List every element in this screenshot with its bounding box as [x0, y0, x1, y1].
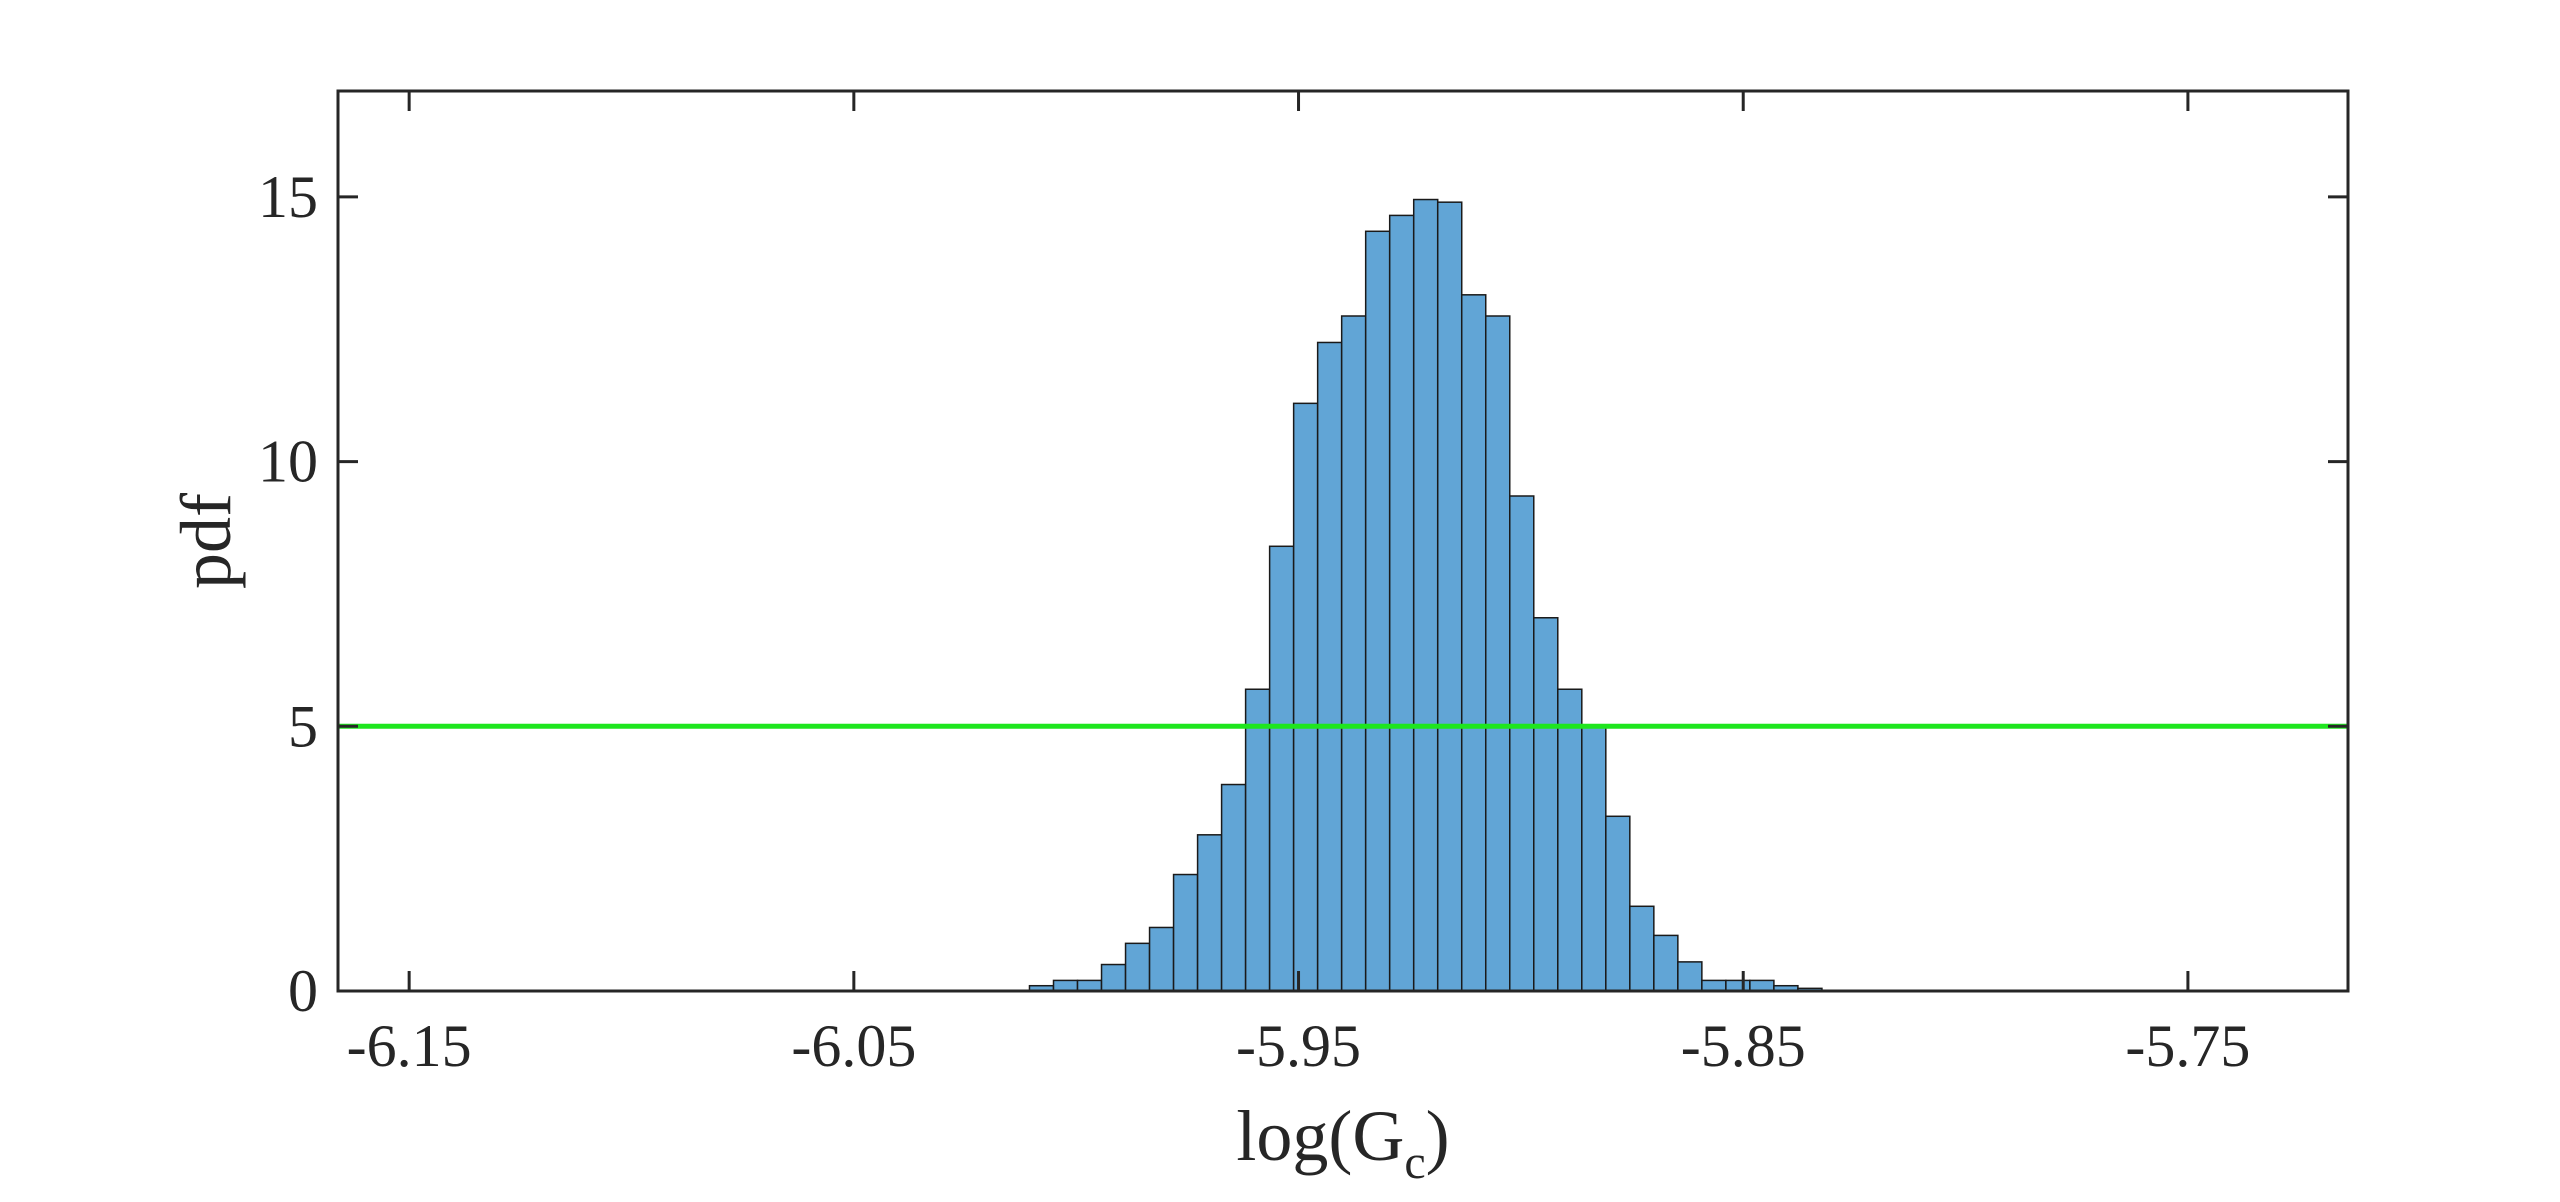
x-tick-label-4: -5.75 [2125, 1013, 2250, 1079]
histogram-bar-3 [1100, 963, 1127, 992]
y-axis-label: pdf [166, 493, 246, 589]
histogram-bar-23 [1581, 725, 1607, 992]
y-tick-label-3: 15 [258, 164, 318, 230]
histogram-bar-26 [1653, 934, 1679, 992]
histogram-bar-17 [1436, 201, 1463, 992]
x-tick-label-2: -5.95 [1236, 1013, 1361, 1079]
histogram-bar-7 [1196, 834, 1223, 992]
y-tick-label-2: 10 [258, 429, 318, 495]
histogram-bar-9 [1244, 688, 1271, 992]
histogram-bar-15 [1388, 214, 1415, 992]
histogram-bar-14 [1364, 230, 1391, 992]
x-tick-label-3: -5.85 [1681, 1013, 1806, 1079]
histogram-bar-10 [1268, 545, 1295, 992]
x-tick-labels: -6.15 -6.05 -5.95 -5.85 -5.75 [347, 1013, 2251, 1079]
axis-ticks [338, 91, 2348, 993]
histogram-bars [1028, 198, 1823, 992]
histogram-bar-11 [1292, 402, 1319, 992]
histogram-bar-20 [1509, 495, 1535, 992]
x-axis-label-subscript: c [1404, 1136, 1425, 1189]
histogram-bar-1 [1052, 979, 1079, 992]
histogram-bar-29 [1725, 979, 1751, 992]
y-tick-label-0: 0 [288, 958, 318, 1024]
x-tick-label-0: -6.15 [347, 1013, 472, 1079]
histogram-bar-18 [1460, 294, 1487, 992]
y-tick-label-1: 5 [288, 693, 318, 759]
histogram-bar-8 [1220, 783, 1247, 992]
histogram-bar-6 [1172, 873, 1199, 992]
histogram-bar-16 [1412, 198, 1439, 992]
x-axis-label-close: ) [1426, 1096, 1450, 1176]
histogram-bar-2 [1076, 979, 1103, 992]
histogram-bar-12 [1316, 341, 1343, 992]
histogram-bar-21 [1533, 617, 1559, 992]
x-axis-label: log(Gc) [1236, 1096, 1449, 1189]
histogram-bar-28 [1701, 979, 1727, 992]
x-axis-label-main: log(G [1236, 1096, 1404, 1176]
histogram-bar-24 [1605, 815, 1631, 992]
histogram-bar-5 [1148, 926, 1175, 992]
x-tick-label-1: -6.05 [791, 1013, 916, 1079]
histogram-bar-22 [1557, 688, 1583, 992]
histogram-bar-19 [1485, 315, 1511, 992]
axes-box [336, 89, 2350, 993]
histogram-bar-25 [1629, 905, 1655, 992]
histogram-bar-13 [1340, 315, 1367, 992]
histogram-bar-4 [1124, 942, 1151, 992]
y-tick-labels: 0 5 10 15 [258, 164, 318, 1024]
histogram-bar-27 [1677, 961, 1703, 992]
histogram-bar-30 [1749, 979, 1775, 992]
